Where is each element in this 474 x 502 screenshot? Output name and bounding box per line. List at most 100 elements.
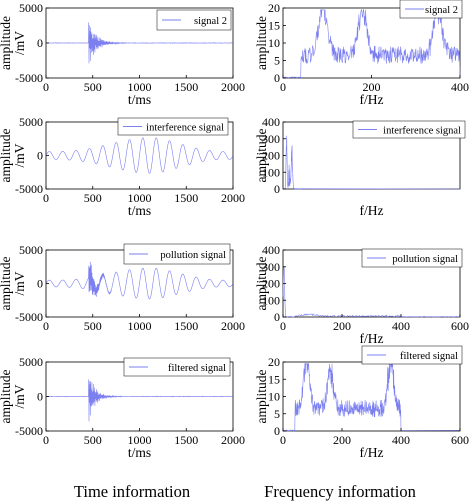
y-tick-label: 200 (262, 277, 280, 291)
y-tick-label: 0 (274, 310, 280, 324)
x-tick-label: 500 (84, 433, 102, 447)
x-tick-label: 0 (43, 319, 49, 333)
y-axis-label: amplitude/mV (0, 370, 27, 424)
x-axis-label: t/ms (128, 445, 151, 460)
legend-label: filtered signal (168, 363, 226, 374)
legend-t2: interference signal (117, 117, 229, 136)
y-tick-label: 5000 (19, 115, 43, 129)
legend-t1: signal 2 (156, 9, 232, 31)
x-tick-label: 200 (333, 319, 351, 333)
legend-label: interference signal (383, 126, 461, 137)
y-tick-label: 0 (37, 277, 43, 291)
legend-label: signal 2 (194, 16, 227, 27)
plot-frame (282, 7, 461, 79)
x-tick-label: 1000 (128, 433, 152, 447)
legend-box (399, 0, 463, 19)
x-axis-label: f/Hz (360, 445, 384, 460)
y-tick-label: 5 (274, 54, 280, 68)
x-tick-label: 1000 (128, 319, 152, 333)
y-axis-label: amplitude (254, 129, 269, 183)
x-tick-label: 1500 (174, 433, 198, 447)
x-tick-label: 1500 (174, 80, 198, 94)
y-tick-label: 400 (262, 243, 280, 257)
y-axis-label: amplitude/mV (0, 16, 27, 70)
series-line-t2 (45, 137, 233, 174)
y-tick-label: -5000 (15, 310, 43, 324)
y-axis-label: amplitude (254, 257, 269, 311)
y-tick-label: 5000 (19, 1, 43, 15)
x-tick-label: 0 (280, 433, 286, 447)
x-tick-label: 600 (451, 433, 469, 447)
y-tick-label: 10 (268, 390, 280, 404)
y-tick-label: -5000 (15, 182, 43, 196)
x-tick-label: 1000 (128, 80, 152, 94)
series-line-t4 (46, 379, 233, 422)
x-tick-label: 200 (363, 80, 381, 94)
legend-f2: interference signal (352, 120, 466, 139)
y-tick-label: 0 (37, 149, 43, 163)
y-tick-label: 0 (37, 36, 43, 50)
x-tick-label: 500 (84, 80, 102, 94)
y-axis-label: amplitude/mV (0, 129, 27, 183)
legend-box (123, 357, 231, 377)
legend-f1: signal 2 (399, 0, 463, 19)
plot-frame (282, 361, 461, 432)
x-axis-label: f/Hz (360, 331, 384, 346)
legend-f4: filtered signal (361, 345, 463, 365)
caption-frequency-information: Frequency information (264, 482, 416, 501)
y-tick-label: 10 (268, 36, 280, 50)
series-line-f3 (282, 266, 461, 318)
legend-box (352, 120, 466, 139)
y-axis-label: amplitude (254, 370, 269, 424)
legend-box (361, 345, 463, 365)
x-tick-label: 1500 (174, 319, 198, 333)
y-tick-label: 0 (274, 182, 280, 196)
x-tick-label: 0 (43, 433, 49, 447)
legend-label: interference signal (146, 123, 224, 134)
y-tick-label: 15 (268, 19, 280, 33)
series-line-t1 (45, 22, 233, 64)
legend-label: pollution signal (160, 250, 226, 261)
legend-box (156, 9, 232, 31)
x-tick-label: 500 (84, 319, 102, 333)
legend-t4: filtered signal (123, 357, 231, 377)
x-tick-label: 200 (333, 433, 351, 447)
series-line-f4 (282, 362, 461, 432)
y-tick-label: -5000 (15, 424, 43, 438)
y-tick-label: 0 (274, 424, 280, 438)
caption-time-information: Time information (74, 482, 190, 501)
x-tick-label: 0 (280, 80, 286, 94)
y-tick-label: 200 (262, 149, 280, 163)
x-axis-label: t/ms (128, 203, 151, 218)
y-tick-label: 400 (262, 115, 280, 129)
series-line-f2 (282, 135, 461, 190)
x-tick-label: 0 (43, 191, 49, 205)
y-axis-label: amplitude (254, 16, 269, 70)
y-tick-label: 100 (262, 293, 280, 307)
legend-label: pollution signal (392, 254, 458, 265)
y-tick-label: 5 (274, 407, 280, 421)
x-tick-label: 2000 (221, 191, 245, 205)
x-tick-label: 600 (451, 319, 469, 333)
x-tick-label: 0 (43, 80, 49, 94)
chart-f2: 400 300 200 100 0 f/Hz amplitude interference s… (254, 115, 466, 218)
x-axis-label: t/ms (128, 92, 151, 107)
legend-box (117, 117, 229, 136)
x-tick-label: 2000 (221, 433, 245, 447)
x-tick-label: 400 (451, 80, 469, 94)
x-tick-label: 1000 (128, 191, 152, 205)
y-tick-label: 20 (268, 355, 280, 369)
y-tick-label: 300 (262, 132, 280, 146)
x-tick-label: 400 (392, 433, 410, 447)
x-tick-label: 0 (280, 319, 286, 333)
y-tick-label: 20 (268, 1, 280, 15)
legend-box (361, 248, 463, 268)
y-tick-label: 100 (262, 165, 280, 179)
y-tick-label: 0 (37, 390, 43, 404)
